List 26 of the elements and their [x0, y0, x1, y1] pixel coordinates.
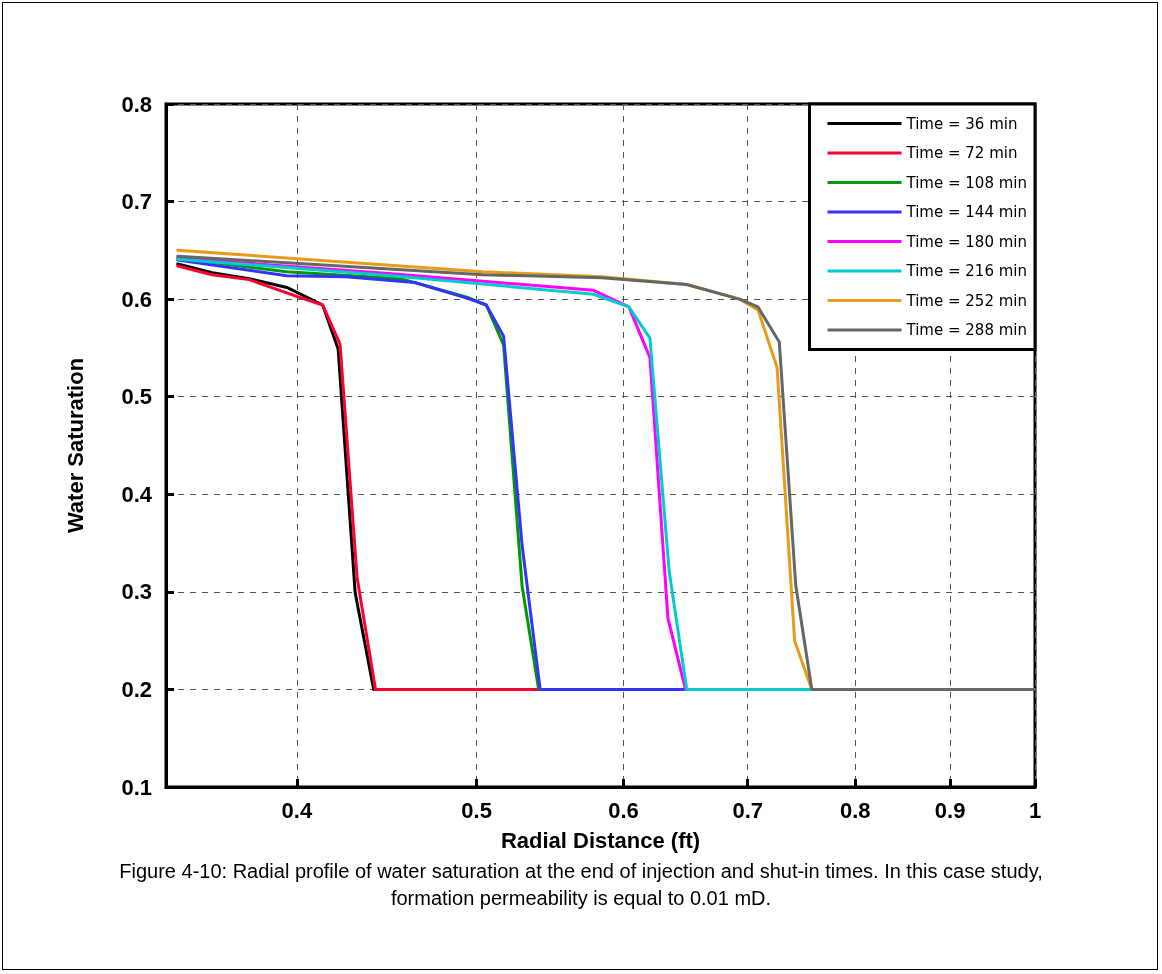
x-tick-label: 1 [1028, 797, 1042, 823]
y-tick-label: 0.2 [121, 676, 152, 702]
y-tick-label: 0.4 [121, 481, 153, 507]
y-tick-label: 0.1 [121, 774, 152, 800]
legend-label: Time = 252 min [905, 291, 1027, 310]
y-axis-title: Water Saturation [62, 357, 88, 534]
y-tick-label: 0.8 [121, 91, 152, 117]
x-tick-label: 0.5 [461, 797, 492, 823]
y-tick-label: 0.5 [121, 384, 152, 410]
x-tick-label: 0.7 [732, 797, 763, 823]
y-tick-label: 0.6 [121, 286, 152, 312]
y-tick-label: 0.3 [121, 579, 152, 605]
legend-label: Time = 36 min [905, 114, 1018, 133]
legend-label: Time = 180 min [905, 232, 1027, 251]
caption: Figure 4-10: Radial profile of water saturation at the end of injection and shut-in times. In this case study, formation permeability is equal to 0.01 mD. [118, 859, 1044, 911]
legend-label: Time = 108 min [905, 173, 1027, 192]
legend-label: Time = 216 min [905, 262, 1027, 280]
legend-label: Time = 288 min [905, 321, 1027, 339]
x-tick-label: 0.9 [934, 797, 966, 823]
y-tick-label: 0.7 [121, 189, 152, 215]
x-tick-label: 0.8 [839, 797, 871, 823]
x-axis-title: Radial Distance (ft) [500, 827, 701, 853]
legend-label: Time = 144 min [905, 203, 1027, 221]
legend-label: Time = 72 min [905, 144, 1018, 162]
x-tick-label: 0.6 [608, 797, 639, 823]
x-tick-label: 0.4 [281, 797, 313, 823]
